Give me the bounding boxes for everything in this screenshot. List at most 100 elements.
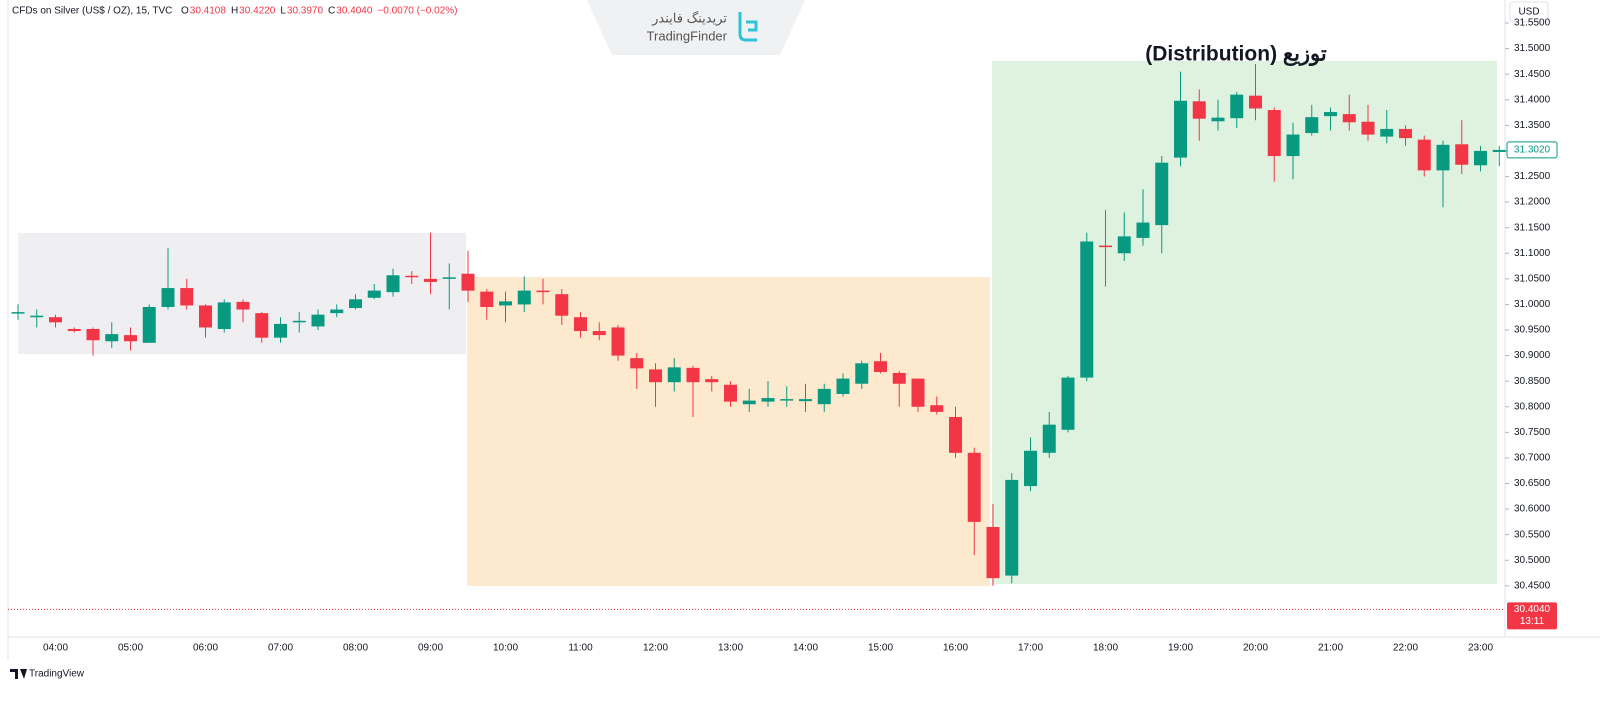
footer-logo	[10, 669, 27, 679]
candle-body	[1080, 241, 1094, 378]
candle-body	[499, 301, 512, 306]
candle-body	[555, 294, 569, 316]
y-tick-label: 30.6000	[1514, 504, 1551, 515]
ohlc-key: L	[280, 6, 286, 17]
candle-body	[630, 358, 644, 369]
candle-body	[1061, 377, 1075, 430]
x-tick-label: 11:00	[568, 643, 593, 654]
candle-body	[1286, 134, 1300, 157]
candle-body	[1324, 112, 1337, 117]
x-tick-label: 15:00	[868, 643, 893, 654]
candle-body	[405, 275, 419, 278]
candle-body	[1492, 149, 1506, 152]
candle-body	[1267, 110, 1281, 157]
y-tick-label: 30.9500	[1514, 325, 1551, 336]
logo-latin: TradingFinder	[647, 28, 728, 43]
y-tick-label: 31.4500	[1514, 69, 1551, 80]
x-tick-label: 14:00	[793, 643, 818, 654]
candle-body	[349, 299, 362, 309]
x-tick-label: 16:00	[943, 643, 968, 654]
candle-body	[742, 400, 756, 405]
candle-body	[1024, 450, 1037, 487]
candle-body	[1436, 144, 1450, 171]
x-tick-label: 21:00	[1318, 643, 1343, 654]
y-tick-label: 30.6500	[1514, 478, 1551, 489]
countdown: 13:11	[1520, 616, 1545, 627]
candle-body	[236, 301, 250, 310]
last-price-box	[1506, 141, 1558, 159]
symbol: CFDs on Silver (US$ / OZ), 15, TVC	[12, 6, 172, 17]
candle-body	[836, 378, 850, 394]
y-tick-label: 30.5000	[1514, 555, 1551, 566]
x-tick-label: 18:00	[1093, 643, 1118, 654]
x-tick-label: 22:00	[1393, 643, 1418, 654]
x-tick-label: 08:00	[343, 643, 368, 654]
y-tick-label: 30.4500	[1514, 580, 1551, 591]
candle-body	[386, 275, 400, 293]
candle-body	[1230, 94, 1244, 119]
x-tick-label: 12:00	[643, 643, 668, 654]
candle-body	[142, 306, 156, 343]
candle-body	[1417, 139, 1431, 171]
ohlc-value: 30.4108	[190, 6, 227, 17]
candle-body	[611, 327, 625, 356]
candle-body	[461, 273, 475, 291]
candle-body	[11, 312, 25, 314]
y-tick-label: 31.1000	[1514, 248, 1551, 259]
candle-body	[1136, 222, 1150, 238]
y-tick-label: 30.9000	[1514, 350, 1551, 361]
candle-body	[686, 367, 700, 383]
candle-body	[667, 367, 681, 383]
logo-mark	[746, 20, 758, 32]
y-tick-label: 30.7500	[1514, 427, 1551, 438]
x-tick-label: 10:00	[493, 643, 518, 654]
candle-body	[1474, 150, 1487, 166]
candle-body	[1342, 114, 1356, 123]
candle-body	[1117, 236, 1131, 254]
candle-body	[724, 384, 737, 402]
candle-body	[1211, 117, 1225, 122]
candle-body	[780, 399, 794, 401]
candle-body	[367, 290, 381, 298]
candle-body	[442, 277, 456, 279]
x-tick-label: 20:00	[1243, 643, 1268, 654]
candle-body	[1249, 95, 1262, 109]
logo-persian: تریدینگ فایندر	[651, 10, 727, 26]
x-tick-label: 17:00	[1018, 643, 1043, 654]
y-tick-label: 31.5000	[1514, 43, 1551, 54]
accumulation-zone	[18, 233, 466, 354]
x-tick-label: 19:00	[1168, 643, 1193, 654]
close-price-label: 30.4040	[1514, 604, 1551, 615]
x-tick-label: 09:00	[418, 643, 443, 654]
candle-body	[649, 369, 662, 383]
candle-body	[1099, 245, 1112, 248]
distribution-zone	[992, 61, 1497, 584]
candle-body	[1380, 128, 1394, 137]
candle-body	[1174, 100, 1187, 158]
candle-body	[105, 334, 119, 342]
candle-body	[986, 526, 1000, 579]
x-tick-label: 04:00	[43, 643, 68, 654]
candle-body	[517, 290, 531, 305]
last-price-label: 31.3020	[1514, 145, 1551, 156]
y-tick-label: 31.3500	[1514, 120, 1551, 131]
candle-body	[855, 363, 869, 384]
candle-body	[911, 378, 925, 407]
candle-body	[1305, 117, 1319, 134]
candle-body	[274, 323, 287, 338]
y-tick-label: 30.5500	[1514, 529, 1551, 540]
x-tick-label: 23:00	[1468, 643, 1493, 654]
candle-body	[161, 288, 175, 307]
x-tick-label: 05:00	[118, 643, 143, 654]
candle-body	[330, 309, 344, 314]
candle-body	[874, 361, 887, 372]
logo-icon	[738, 12, 758, 42]
candle-body	[217, 302, 231, 329]
logo-mark	[738, 12, 757, 42]
x-tick-label: 07:00	[268, 643, 293, 654]
y-tick-label: 31.5500	[1514, 18, 1551, 29]
candle-body	[180, 288, 194, 306]
y-tick-label: 30.8500	[1514, 376, 1551, 387]
x-tick-label: 06:00	[193, 643, 218, 654]
